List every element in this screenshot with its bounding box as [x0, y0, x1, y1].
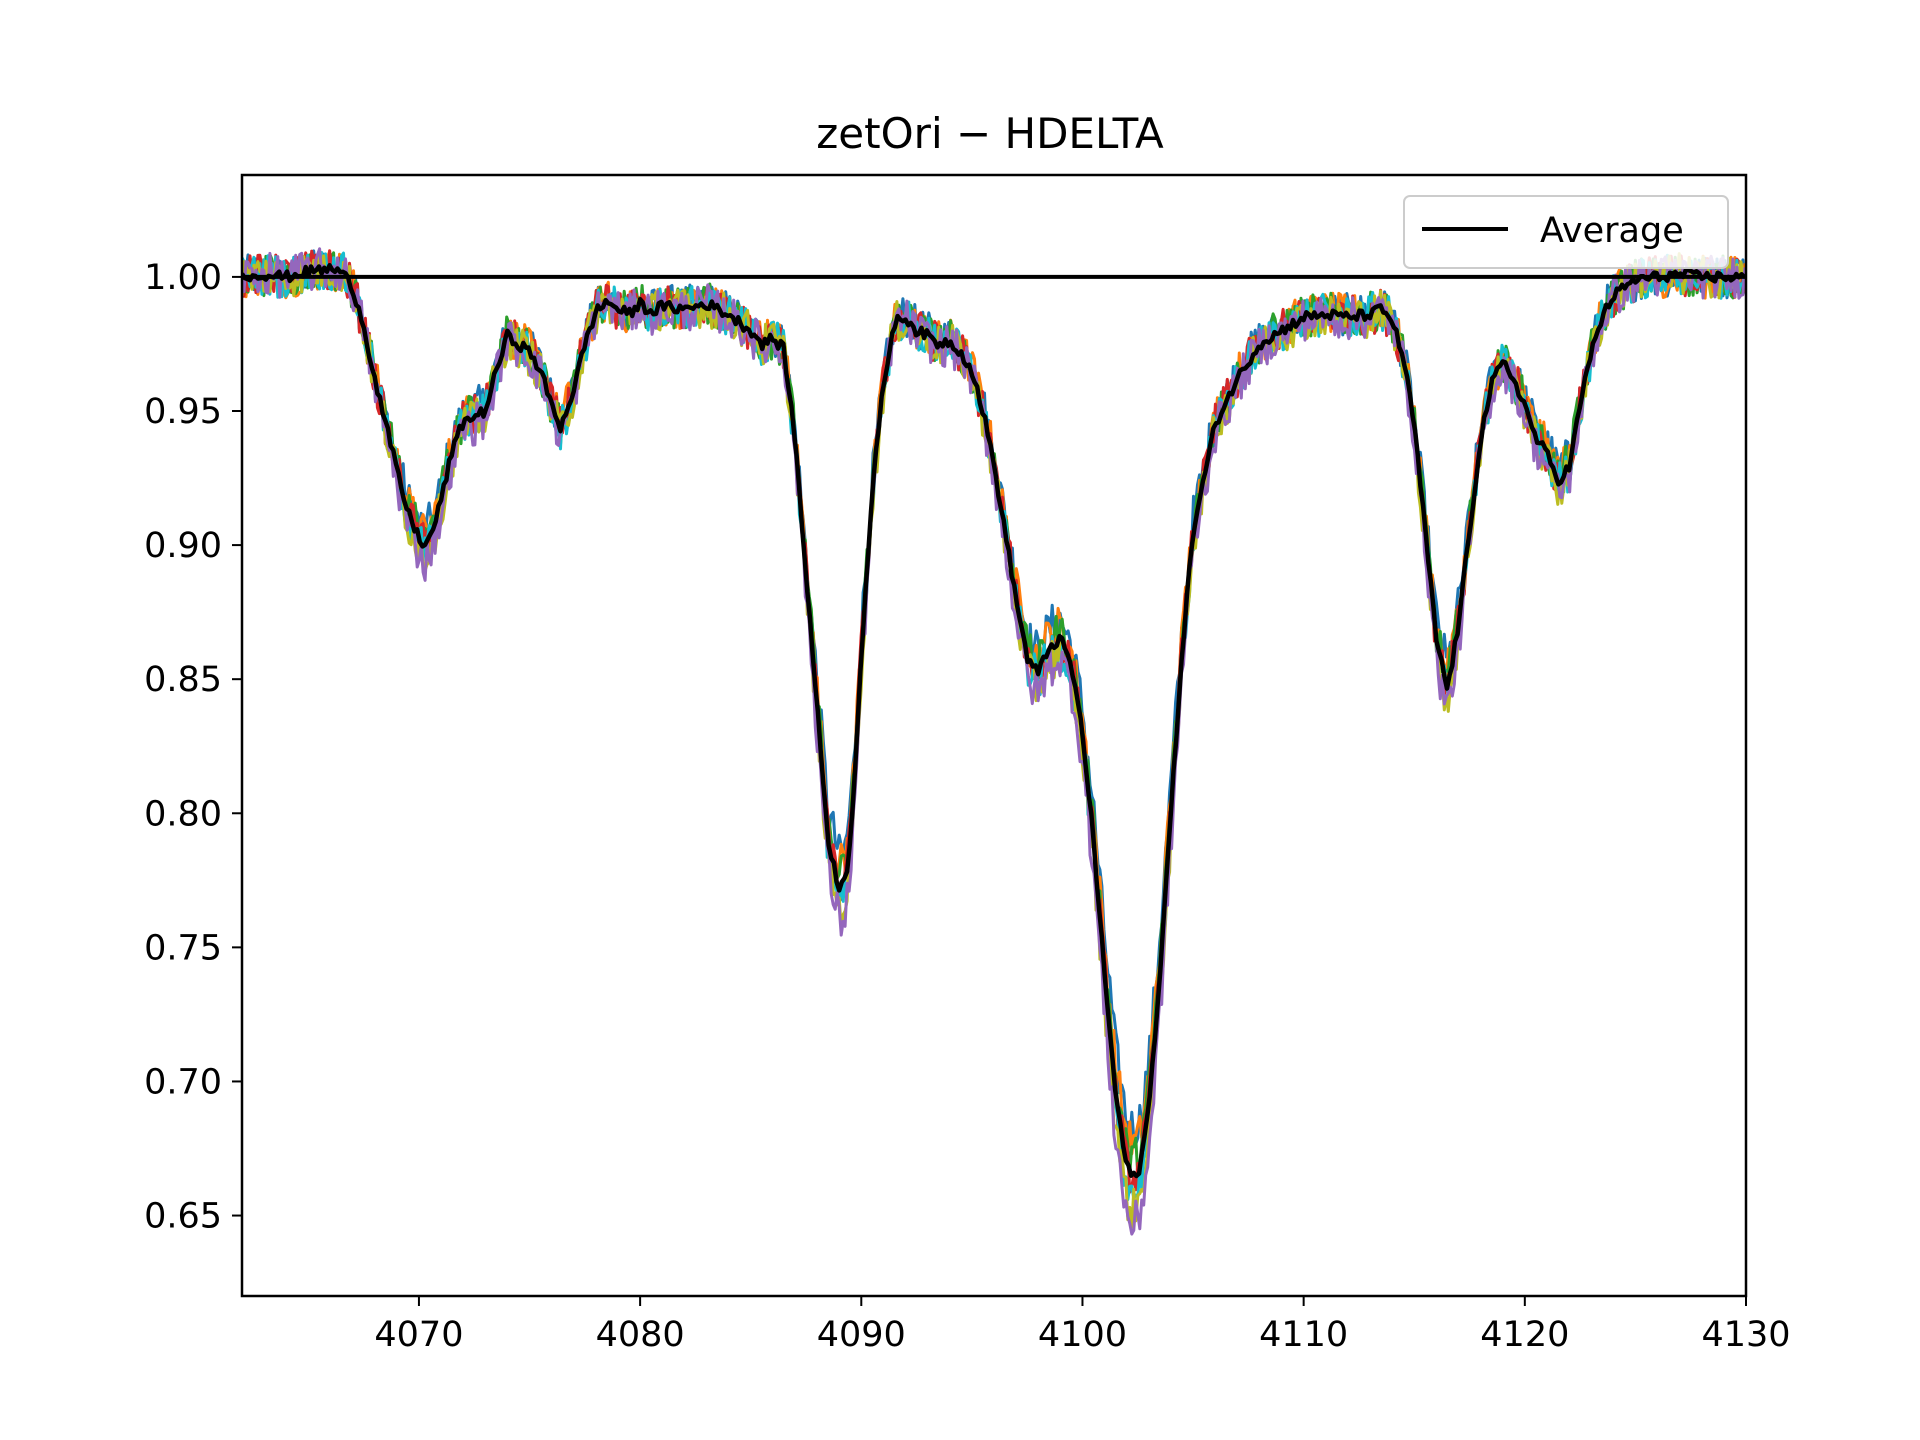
x-tick-label: 4090 [817, 1315, 906, 1355]
x-tick-label: 4080 [596, 1315, 685, 1355]
legend-frame [1403, 195, 1729, 269]
plot-clip-group [242, 247, 1746, 1236]
y-tick-label: 0.65 [144, 1197, 222, 1237]
average-line [242, 262, 1746, 1179]
y-tick-label: 1.00 [144, 258, 222, 298]
x-tick-label: 4130 [1701, 1315, 1790, 1355]
x-tick-label: 4120 [1480, 1315, 1569, 1355]
y-tick-label: 0.85 [144, 660, 222, 700]
chart-title: zetOri − HDELTA [816, 109, 1164, 158]
y-tick-label: 0.80 [144, 794, 222, 834]
legend-average-label: Average [1540, 211, 1684, 251]
y-tick-label: 0.90 [144, 526, 222, 566]
axes-frame [240, 173, 1748, 1298]
x-tick-label: 4070 [374, 1315, 463, 1355]
y-tick-label: 0.75 [144, 928, 222, 968]
x-tick-label: 4110 [1259, 1315, 1348, 1355]
x-tick-label: 4100 [1038, 1315, 1127, 1355]
y-tick-label: 0.95 [144, 392, 222, 432]
axes: 4070 4080 4090 4100 4110 4120 4130 0.65 0.70 0.75… [144, 173, 1791, 1355]
y-tick-label: 0.70 [144, 1062, 222, 1102]
legend: Average [1403, 195, 1729, 269]
spectrum-series-line [242, 247, 1746, 1236]
plot-area [242, 247, 1746, 1236]
